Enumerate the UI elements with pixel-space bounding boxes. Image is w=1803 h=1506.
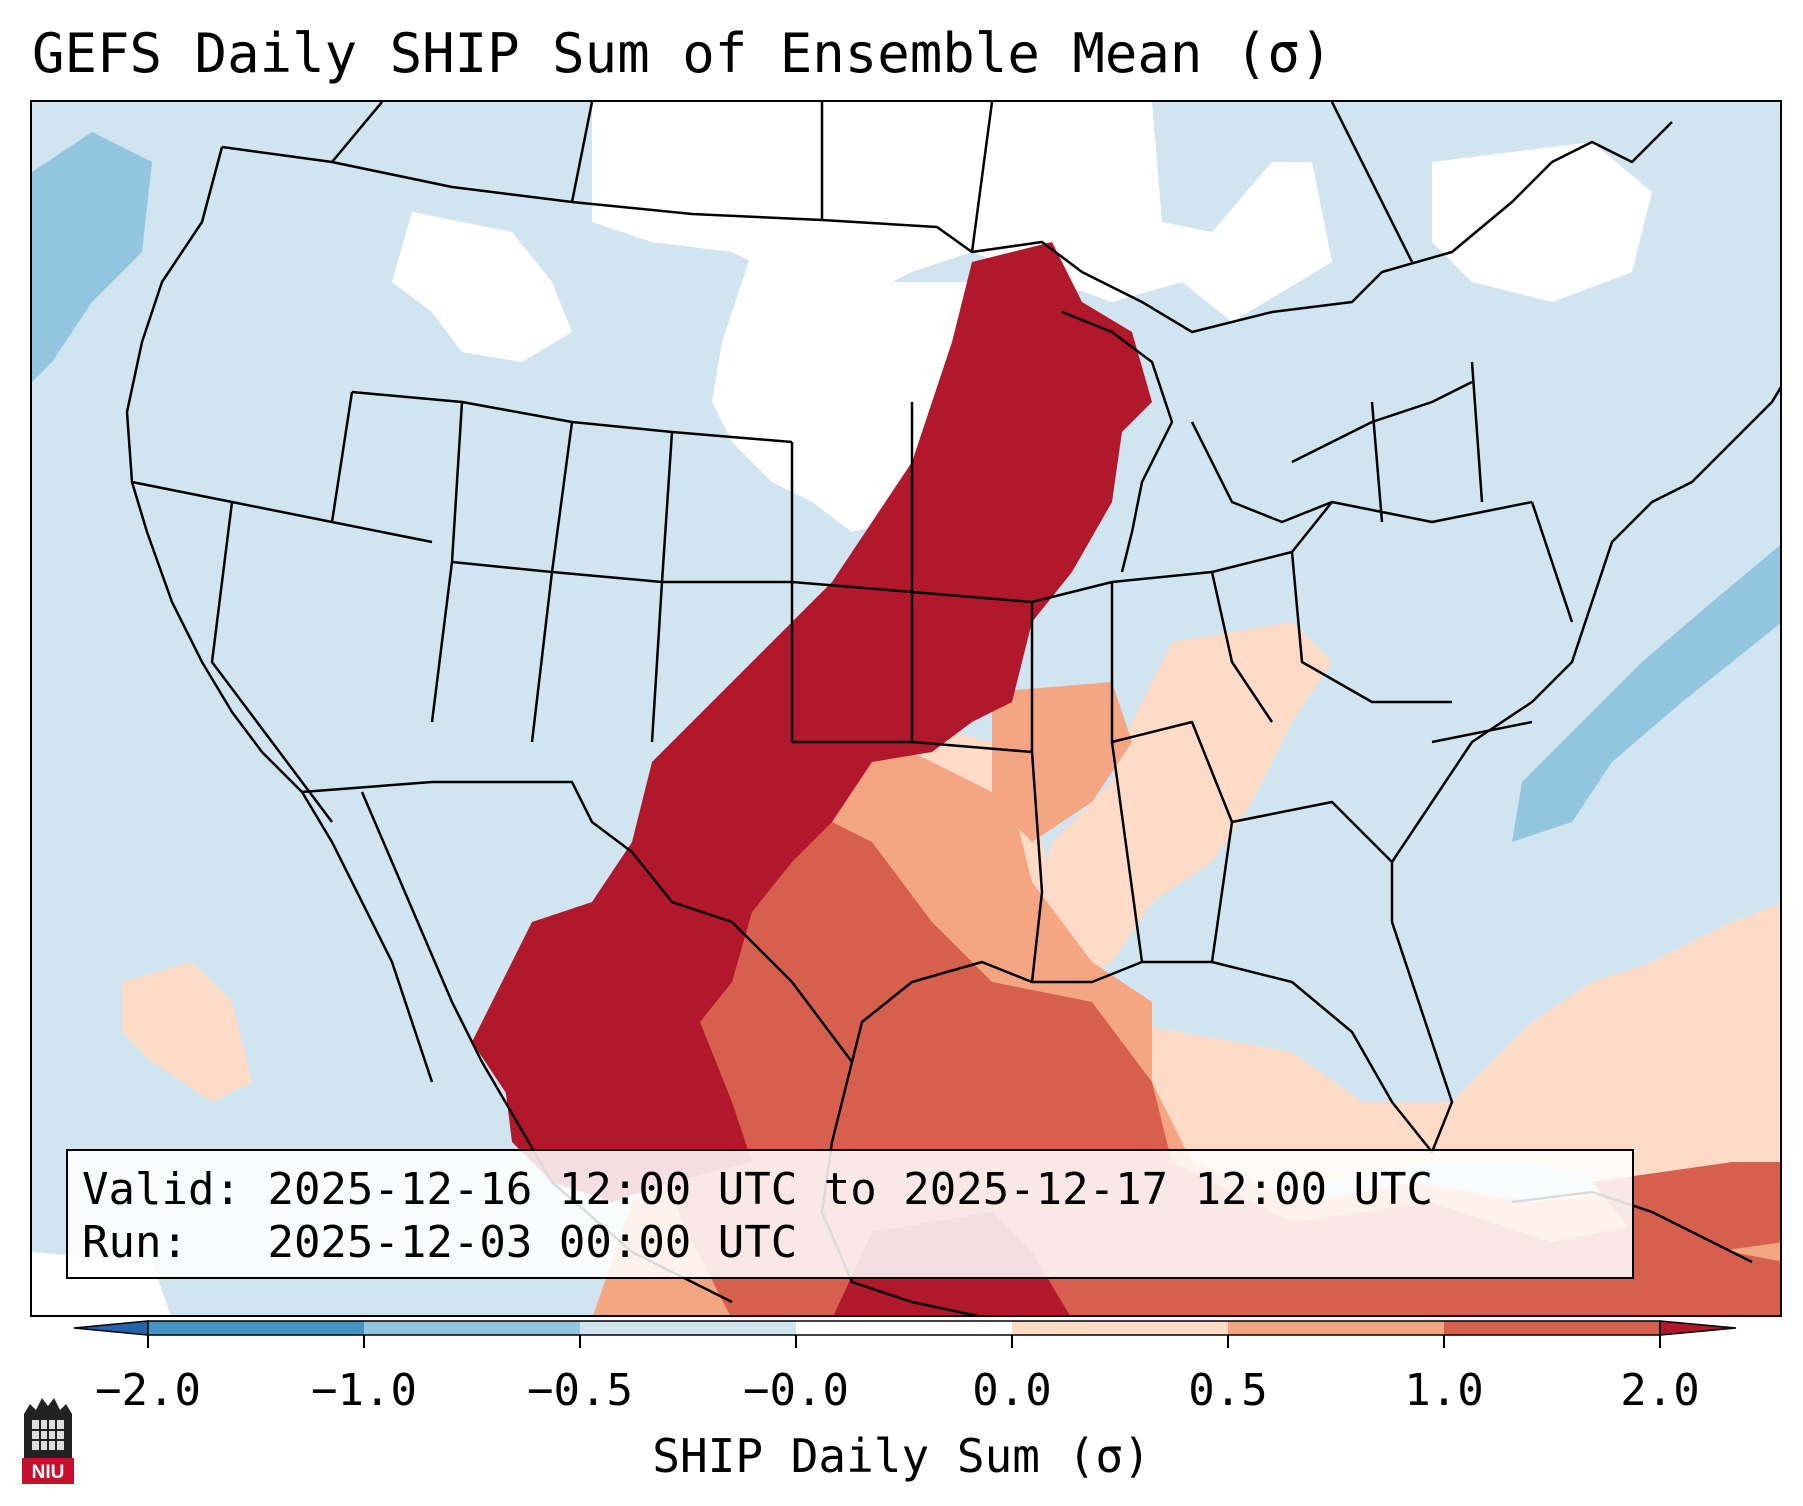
field-orange-tennessee <box>992 682 1132 842</box>
field-lightorange-gulf <box>1092 903 1780 1202</box>
colorbar-tick-label: −0.0 <box>743 1365 849 1416</box>
field-white-montana <box>392 212 572 362</box>
colorbar-tick-label: −2.0 <box>95 1365 201 1416</box>
valid-run-info-box: Valid: 2025-12-16 12:00 UTC to 2025-12-1… <box>66 1149 1634 1279</box>
colorbar-tick-marks <box>147 1335 1661 1348</box>
field-darkred-central <box>472 242 1152 1102</box>
colorbar-extend-low <box>73 1320 149 1336</box>
map-panel[interactable] <box>30 100 1782 1317</box>
colorbar-tick-label: 0.0 <box>972 1365 1052 1416</box>
us-canada-border <box>221 121 1673 334</box>
state-lines-east <box>1111 361 1574 744</box>
run-value: 2025-12-03 00:00 UTC <box>267 1217 798 1268</box>
map-canvas <box>32 102 1780 1315</box>
colorbar-outline <box>147 1320 1661 1336</box>
field-lightorange-ohio-valley <box>1032 622 1332 982</box>
colorbar-tick-label: 1.0 <box>1404 1365 1484 1416</box>
state-lines-west <box>131 390 913 823</box>
colorbar-tick-label: −1.0 <box>311 1365 417 1416</box>
map-title: GEFS Daily SHIP Sum of Ensemble Mean (σ) <box>32 22 1333 85</box>
field-white-northeast-canada <box>1432 142 1652 302</box>
field-white-upper-midwest <box>712 252 1022 532</box>
canada-provinces <box>331 102 1414 263</box>
field-lightorange-mexico-pacific <box>122 962 252 1102</box>
gulf-coast <box>850 921 1454 1154</box>
colorbar-bin-7 <box>1444 1321 1660 1335</box>
field-darkred-mexico <box>502 932 752 1202</box>
baja-peninsula <box>300 791 434 1083</box>
field-blue-atlantic <box>1512 545 1780 842</box>
valid-value: 2025-12-16 12:00 UTC to 2025-12-17 12:00… <box>267 1164 1434 1215</box>
colorbar-bin-5 <box>1012 1321 1228 1335</box>
run-line: Run: 2025-12-03 00:00 UTC <box>82 1216 1618 1269</box>
field-blue-pacific-nw <box>32 132 152 382</box>
colorbar-label: SHIP Daily Sum (σ) <box>652 1429 1151 1483</box>
colorbar-bin-1 <box>148 1321 364 1335</box>
us-mexico-border <box>301 780 853 1063</box>
valid-line: Valid: 2025-12-16 12:00 UTC to 2025-12-1… <box>82 1163 1618 1216</box>
colorbar-tick-label: −0.5 <box>527 1365 633 1416</box>
colorbar-bin-3 <box>580 1321 796 1335</box>
east-coast <box>1390 386 1780 922</box>
valid-label: Valid: <box>82 1164 241 1215</box>
great-lakes <box>1061 310 1473 573</box>
colorbar-bin-2 <box>364 1321 580 1335</box>
colorbar-tick-label: 0.5 <box>1188 1365 1268 1416</box>
west-coast <box>125 146 303 793</box>
state-lines-central <box>792 402 1393 983</box>
logo-text: NIU <box>32 1462 65 1483</box>
colorbar-tick-label: 2.0 <box>1620 1365 1700 1416</box>
colorbar <box>73 1320 1737 1348</box>
colorbar-bin-6 <box>1228 1321 1444 1335</box>
boundaries <box>125 102 1780 1315</box>
field-darkred-caribbean <box>1592 1162 1780 1252</box>
colorbar-bin-4 <box>796 1321 1012 1335</box>
run-label: Run: <box>82 1217 188 1268</box>
colorbar-extend-high <box>1659 1320 1737 1336</box>
niu-logo-icon: NIU <box>22 1398 74 1484</box>
